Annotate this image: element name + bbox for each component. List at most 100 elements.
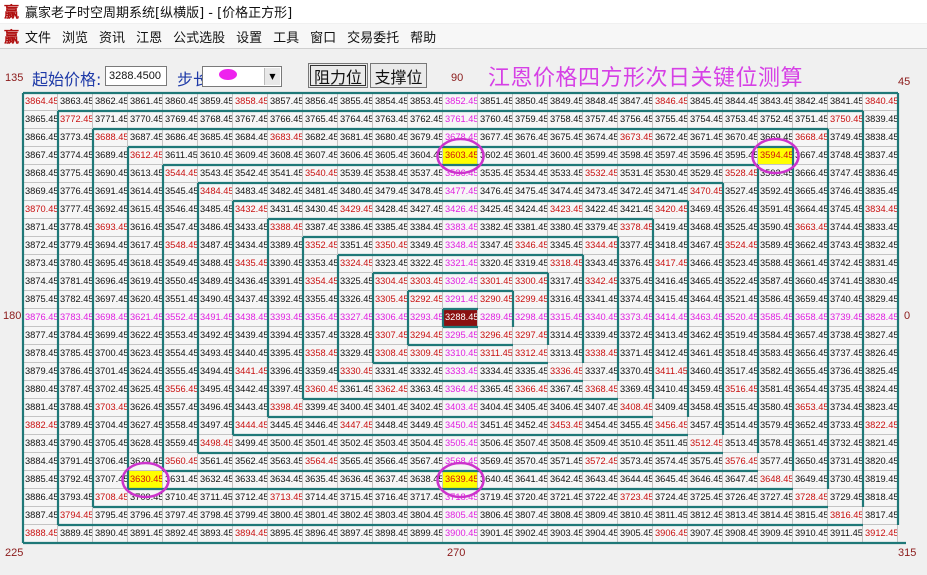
grid-cell[interactable]: 3673.45 (618, 129, 653, 147)
grid-cell[interactable]: 3636.45 (338, 471, 373, 489)
grid-cell[interactable]: 3654.45 (793, 381, 828, 399)
grid-cell[interactable]: 3853.45 (408, 93, 443, 111)
grid-cell[interactable]: 3597.45 (653, 147, 688, 165)
grid-cell[interactable]: 3342.45 (583, 273, 618, 291)
grid-cell[interactable]: 3808.45 (548, 507, 583, 525)
grid-cell[interactable]: 3756.45 (618, 111, 653, 129)
grid-cell[interactable]: 3838.45 (863, 129, 898, 147)
grid-cell[interactable]: 3311.45 (478, 345, 513, 363)
grid-cell[interactable]: 3488.45 (198, 255, 233, 273)
grid-cell[interactable]: 3493.45 (198, 345, 233, 363)
grid-cell[interactable]: 3635.45 (303, 471, 338, 489)
grid-cell[interactable]: 3345.45 (548, 237, 583, 255)
grid-cell[interactable]: 3409.45 (653, 399, 688, 417)
grid-cell[interactable]: 3553.45 (163, 327, 198, 345)
grid-cell[interactable]: 3869.45 (23, 183, 58, 201)
grid-cell[interactable]: 3308.45 (373, 345, 408, 363)
grid-cell[interactable]: 3562.45 (233, 453, 268, 471)
grid-cell[interactable]: 3329.45 (338, 345, 373, 363)
grid-cell[interactable]: 3489.45 (198, 273, 233, 291)
grid-cell[interactable]: 3870.45 (23, 201, 58, 219)
grid-cell[interactable]: 3533.45 (548, 165, 583, 183)
grid-cell[interactable]: 3511.45 (653, 435, 688, 453)
grid-cell[interactable]: 3352.45 (303, 237, 338, 255)
grid-cell[interactable]: 3766.45 (268, 111, 303, 129)
grid-cell[interactable]: 3337.45 (583, 363, 618, 381)
grid-cell[interactable]: 3686.45 (163, 129, 198, 147)
grid-cell[interactable]: 3367.45 (548, 381, 583, 399)
grid-cell[interactable]: 3584.45 (758, 327, 793, 345)
grid-cell[interactable]: 3528.45 (723, 165, 758, 183)
grid-cell[interactable]: 3894.45 (233, 525, 268, 543)
grid-cell[interactable]: 3571.45 (548, 453, 583, 471)
grid-cell[interactable]: 3379.45 (583, 219, 618, 237)
grid-cell[interactable]: 3381.45 (513, 219, 548, 237)
grid-cell[interactable]: 3682.45 (303, 129, 338, 147)
grid-cell[interactable]: 3440.45 (233, 345, 268, 363)
grid-cell[interactable]: 3830.45 (863, 273, 898, 291)
grid-cell[interactable]: 3318.45 (548, 255, 583, 273)
grid-cell[interactable]: 3351.45 (338, 237, 373, 255)
grid-cell[interactable]: 3543.45 (198, 165, 233, 183)
grid-cell[interactable]: 3694.45 (93, 237, 128, 255)
grid-cell[interactable]: 3548.45 (163, 237, 198, 255)
menu-browse[interactable]: 浏览 (62, 30, 89, 46)
grid-cell[interactable]: 3732.45 (828, 435, 863, 453)
grid-cell[interactable]: 3712.45 (233, 489, 268, 507)
grid-cell[interactable]: 3331.45 (373, 363, 408, 381)
grid-cell[interactable]: 3458.45 (688, 399, 723, 417)
grid-cell[interactable]: 3710.45 (163, 489, 198, 507)
grid-cell[interactable]: 3336.45 (548, 363, 583, 381)
grid-cell[interactable]: 3435.45 (233, 255, 268, 273)
grid-cell[interactable]: 3907.45 (688, 525, 723, 543)
grid-cell[interactable]: 3789.45 (58, 417, 93, 435)
grid-cell[interactable]: 3398.45 (268, 399, 303, 417)
grid-cell[interactable]: 3658.45 (793, 309, 828, 327)
grid-cell[interactable]: 3602.45 (478, 147, 513, 165)
grid-cell[interactable]: 3856.45 (303, 93, 338, 111)
grid-cell[interactable]: 3900.45 (443, 525, 478, 543)
grid-cell[interactable]: 3600.45 (548, 147, 583, 165)
grid-cell[interactable]: 3676.45 (513, 129, 548, 147)
grid-cell[interactable]: 3482.45 (268, 183, 303, 201)
menu-trading[interactable]: 交易委托 (347, 30, 400, 46)
grid-cell[interactable]: 3485.45 (198, 201, 233, 219)
grid-cell[interactable]: 3683.45 (268, 129, 303, 147)
grid-cell[interactable]: 3705.45 (93, 435, 128, 453)
grid-cell[interactable]: 3542.45 (233, 165, 268, 183)
grid-cell[interactable]: 3827.45 (863, 327, 898, 345)
grid-cell[interactable]: 3348.45 (443, 237, 478, 255)
grid-cell[interactable]: 3423.45 (548, 201, 583, 219)
grid-cell[interactable]: 3487.45 (198, 237, 233, 255)
grid-cell[interactable]: 3319.45 (513, 255, 548, 273)
grid-cell[interactable]: 3556.45 (163, 381, 198, 399)
grid-cell[interactable]: 3504.45 (408, 435, 443, 453)
grid-cell[interactable]: 3406.45 (548, 399, 583, 417)
grid-cell[interactable]: 3859.45 (198, 93, 233, 111)
grid-cell[interactable]: 3823.45 (863, 399, 898, 417)
grid-cell[interactable]: 3881.45 (23, 399, 58, 417)
grid-cell[interactable]: 3288.45 (443, 309, 478, 327)
grid-cell[interactable]: 3767.45 (233, 111, 268, 129)
grid-cell[interactable]: 3293.45 (408, 309, 443, 327)
grid-cell[interactable]: 3389.45 (268, 237, 303, 255)
grid-cell[interactable]: 3525.45 (723, 219, 758, 237)
grid-cell[interactable]: 3824.45 (863, 381, 898, 399)
grid-cell[interactable]: 3570.45 (513, 453, 548, 471)
grid-cell[interactable]: 3291.45 (443, 291, 478, 309)
grid-cell[interactable]: 3476.45 (478, 183, 513, 201)
grid-cell[interactable]: 3790.45 (58, 435, 93, 453)
grid-cell[interactable]: 3596.45 (688, 147, 723, 165)
grid-cell[interactable]: 3799.45 (233, 507, 268, 525)
grid-cell[interactable]: 3608.45 (268, 147, 303, 165)
grid-cell[interactable]: 3807.45 (513, 507, 548, 525)
grid-cell[interactable]: 3893.45 (198, 525, 233, 543)
grid-cell[interactable]: 3431.45 (268, 201, 303, 219)
grid-cell[interactable]: 3392.45 (268, 291, 303, 309)
grid-cell[interactable]: 3748.45 (828, 147, 863, 165)
grid-cell[interactable]: 3741.45 (828, 273, 863, 291)
grid-cell[interactable]: 3588.45 (758, 255, 793, 273)
support-button[interactable]: 支撑位 (370, 63, 427, 88)
grid-cell[interactable]: 3386.45 (338, 219, 373, 237)
grid-cell[interactable]: 3733.45 (828, 417, 863, 435)
